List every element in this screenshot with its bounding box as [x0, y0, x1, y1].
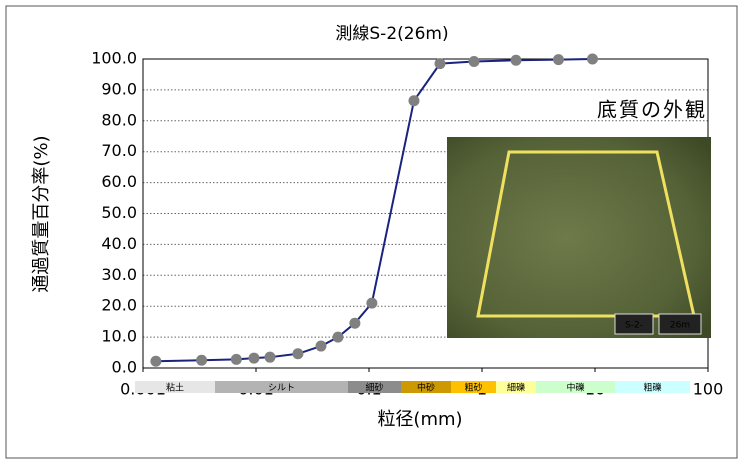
photo: [447, 137, 711, 338]
y-tick-label: 70.0: [101, 141, 137, 160]
photo-tag-box: [614, 313, 654, 335]
y-tick-label: 0.0: [112, 358, 137, 377]
marker: [248, 352, 260, 364]
marker: [150, 355, 162, 367]
soil-label: 中砂: [417, 382, 435, 394]
soil-band: [215, 381, 348, 393]
x-axis-label: 粒径(mm): [377, 409, 462, 430]
soil-band: [496, 381, 536, 393]
marker: [510, 54, 522, 66]
marker: [434, 58, 446, 70]
soil-label: 細砂: [365, 382, 383, 394]
photo-tag-box: [658, 313, 702, 335]
marker: [349, 317, 361, 329]
y-tick-label: 10.0: [101, 327, 137, 346]
soil-label: シルト: [268, 384, 295, 394]
marker: [586, 53, 598, 65]
marker: [315, 340, 327, 352]
photo-tag: 26m: [670, 321, 690, 331]
marker: [264, 351, 276, 363]
y-tick-label: 100.0: [91, 49, 137, 68]
marker: [408, 95, 420, 107]
soil-label: 粗礫: [643, 382, 661, 394]
line: [155, 58, 593, 363]
photo-tag: S-2-: [625, 321, 643, 331]
chart-title: 測線S-2(26m): [335, 24, 448, 44]
marker: [468, 55, 480, 67]
y-tick-label: 30.0: [101, 265, 137, 284]
soil-label: 細礫: [507, 382, 525, 394]
marker: [196, 354, 208, 366]
marker: [292, 348, 304, 360]
y-axis-label: 通過質量百分率(%): [31, 135, 52, 292]
soil-label: 粗砂: [464, 382, 482, 394]
marker: [366, 297, 378, 309]
soil-band: [451, 381, 496, 393]
soil-band: [401, 381, 451, 393]
soil-band: [615, 381, 690, 393]
marker: [552, 54, 564, 66]
soil-band: [135, 381, 215, 393]
marker: [230, 353, 242, 365]
soil-band: [536, 381, 615, 393]
y-tick-label: 80.0: [101, 110, 137, 129]
marker: [332, 331, 344, 343]
soil-label: 中礫: [566, 382, 584, 394]
y-tick-label: 90.0: [101, 79, 137, 98]
soil-band: [348, 381, 401, 393]
inset-title: 底質の外観: [597, 98, 707, 122]
soil-label: 粘土: [166, 382, 184, 394]
x-tick-label: 100: [693, 380, 724, 399]
y-tick-label: 50.0: [101, 203, 137, 222]
y-tick-label: 20.0: [101, 296, 137, 315]
y-tick-label: 40.0: [101, 234, 137, 253]
y-tick-label: 60.0: [101, 172, 137, 191]
